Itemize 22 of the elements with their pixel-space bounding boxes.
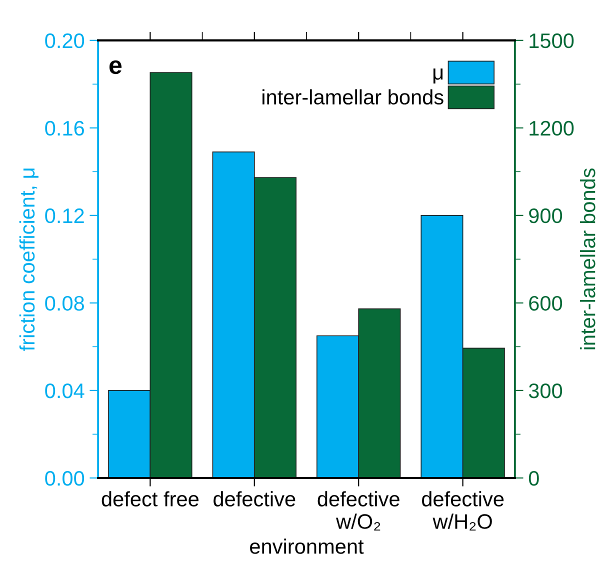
- y2-tick-label: 1500: [530, 33, 574, 48]
- y2-tick-label: 600: [529, 296, 562, 311]
- y2-tick-label: 300: [528, 383, 562, 398]
- x-tick-label: defective w/H₂O: [422, 491, 504, 530]
- y-axis-title: friction coefficient, μ: [19, 168, 38, 351]
- legend-label: μ: [433, 68, 443, 84]
- x-tick-label: defect free: [102, 491, 198, 506]
- y-tick-label: 0.12: [45, 208, 84, 224]
- y-tick-label: 0.16: [45, 120, 84, 136]
- x-tick-label: defective w/O₂: [318, 491, 400, 530]
- y-tick-label: 0.08: [45, 296, 84, 311]
- legend-label: inter-lamellar bonds: [262, 89, 444, 105]
- y-tick-label: 0.04: [45, 383, 84, 398]
- y-tick-label: 0.20: [45, 33, 84, 48]
- y2-tick-label: 1200: [530, 120, 574, 136]
- x-tick-label: defective: [214, 491, 296, 506]
- x-axis-title: environment: [250, 538, 364, 554]
- y2-tick-label: 900: [529, 208, 562, 224]
- y2-axis-title: inter-lamellar bonds: [580, 168, 596, 350]
- y-tick-label: 0.00: [45, 470, 84, 486]
- annotation: e: [109, 60, 122, 74]
- y2-tick-label: 0: [528, 470, 539, 486]
